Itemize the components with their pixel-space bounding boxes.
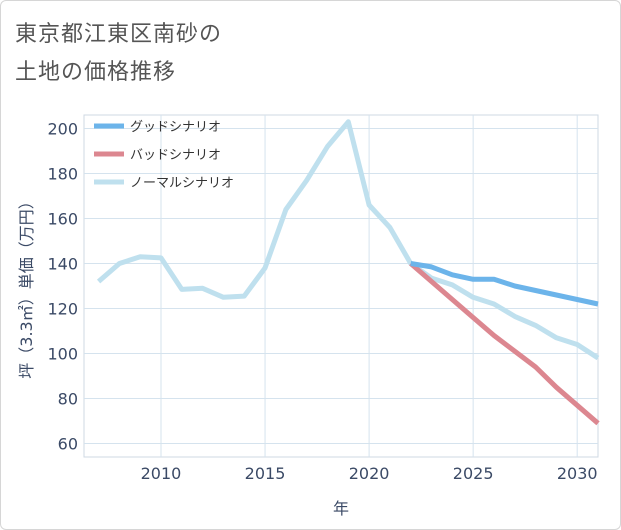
series-line-1: [409, 261, 600, 426]
y-tick-label: 80: [58, 390, 78, 409]
y-tick-label: 60: [58, 435, 78, 454]
series-line-0: [410, 261, 599, 307]
y-axis-label: 坪（3.3㎡）単価（万円）: [17, 193, 36, 378]
y-axis-ticks: 60 80 100 120 140 160 180 200: [47, 120, 78, 454]
y-tick-label: 140: [47, 255, 78, 274]
y-tick-label: 200: [47, 120, 78, 139]
x-tick-label: 2015: [245, 464, 286, 483]
y-tick-label: 120: [47, 300, 78, 319]
legend-label-0: グッドシナリオ: [130, 120, 221, 135]
x-axis-label: 年: [333, 499, 349, 518]
series-line-2: [96, 119, 600, 361]
legend-label-1: バッドシナリオ: [130, 148, 221, 163]
y-tick-label: 160: [47, 210, 78, 229]
series-lines: [96, 119, 600, 426]
x-tick-label: 2010: [141, 464, 182, 483]
page-title-line-2: 土地の価格推移: [15, 60, 177, 85]
x-tick-label: 2030: [557, 464, 598, 483]
y-tick-label: 180: [47, 165, 78, 184]
x-tick-label: 2025: [453, 464, 494, 483]
grid-lines: [84, 115, 598, 457]
x-tick-label: 2020: [349, 464, 390, 483]
y-tick-label: 100: [47, 345, 78, 364]
legend-label-2: ノーマルシナリオ: [130, 176, 234, 191]
page-title-line-1: 東京都江東区南砂の: [15, 22, 223, 47]
x-axis-ticks: 2010 2015 2020 2025 2030: [141, 464, 598, 483]
